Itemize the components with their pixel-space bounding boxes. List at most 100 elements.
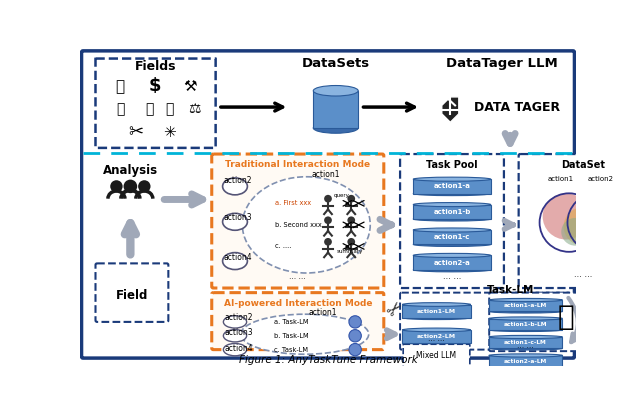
Text: ✂: ✂	[128, 123, 143, 141]
Text: AI-powered Interaction Mode: AI-powered Interaction Mode	[223, 299, 372, 308]
Ellipse shape	[403, 302, 470, 306]
Text: Traditional Interaction Mode: Traditional Interaction Mode	[225, 160, 371, 169]
Text: 🛒: 🛒	[116, 102, 125, 116]
Text: b. Task-LM: b. Task-LM	[274, 333, 308, 339]
Text: action1: action1	[308, 308, 337, 317]
Circle shape	[349, 344, 362, 356]
FancyBboxPatch shape	[489, 293, 593, 351]
Circle shape	[324, 217, 332, 224]
Bar	[413, 179, 491, 194]
Ellipse shape	[489, 354, 563, 357]
Ellipse shape	[489, 298, 563, 302]
Text: action1-a: action1-a	[433, 183, 470, 189]
Ellipse shape	[413, 242, 491, 247]
Text: ... ...: ... ...	[517, 341, 534, 350]
Text: ✳: ✳	[163, 125, 175, 140]
Text: action1-c-LM: action1-c-LM	[504, 340, 547, 345]
Ellipse shape	[223, 253, 248, 270]
Text: 🩺: 🩺	[145, 102, 154, 116]
Circle shape	[348, 217, 355, 224]
Text: action1-c: action1-c	[434, 234, 470, 240]
FancyArrowPatch shape	[568, 298, 579, 342]
Text: DataTager LLM: DataTager LLM	[447, 57, 558, 70]
Text: action4: action4	[223, 253, 252, 262]
Text: action3: action3	[225, 328, 253, 337]
Text: Field: Field	[116, 289, 148, 302]
Circle shape	[348, 195, 355, 203]
Text: Fields: Fields	[134, 60, 176, 73]
Text: action2: action2	[588, 175, 614, 182]
Ellipse shape	[223, 344, 246, 356]
Ellipse shape	[243, 177, 370, 273]
Circle shape	[324, 238, 332, 246]
Text: 🔥: 🔥	[557, 303, 574, 331]
Text: action1: action1	[547, 175, 573, 182]
FancyBboxPatch shape	[212, 293, 384, 350]
Bar	[489, 319, 563, 330]
Ellipse shape	[489, 365, 563, 369]
Text: action2-a: action2-a	[434, 260, 470, 266]
Ellipse shape	[403, 316, 470, 320]
Ellipse shape	[223, 316, 246, 328]
Text: query: query	[334, 193, 350, 198]
Text: 📊: 📊	[116, 79, 125, 94]
Ellipse shape	[489, 328, 563, 332]
Text: Analysis: Analysis	[103, 164, 158, 177]
Text: DATA TAGER: DATA TAGER	[474, 101, 560, 113]
Bar	[489, 300, 563, 312]
Bar	[413, 255, 491, 270]
Circle shape	[577, 193, 623, 240]
Ellipse shape	[223, 330, 246, 342]
Ellipse shape	[413, 217, 491, 221]
Ellipse shape	[413, 192, 491, 196]
Bar	[313, 91, 358, 128]
Text: action1-a-LM: action1-a-LM	[504, 303, 547, 308]
Ellipse shape	[223, 178, 248, 195]
Text: $: $	[149, 77, 161, 95]
Text: ... ...: ... ...	[289, 272, 306, 281]
Text: c. Task-LM: c. Task-LM	[274, 346, 308, 353]
FancyBboxPatch shape	[518, 154, 640, 288]
Ellipse shape	[313, 123, 358, 133]
Bar	[403, 305, 470, 318]
Text: action2-LM: action2-LM	[417, 334, 456, 339]
FancyBboxPatch shape	[400, 154, 504, 288]
Text: b. Second xxx: b. Second xxx	[275, 222, 322, 228]
Text: ... ...: ... ...	[428, 334, 445, 343]
Ellipse shape	[223, 213, 248, 230]
Ellipse shape	[489, 335, 563, 339]
Text: summary: summary	[337, 249, 363, 254]
FancyBboxPatch shape	[95, 58, 216, 148]
FancyBboxPatch shape	[81, 51, 575, 358]
FancyBboxPatch shape	[95, 263, 168, 322]
Ellipse shape	[489, 310, 563, 313]
Text: action2: action2	[223, 176, 252, 185]
Ellipse shape	[413, 177, 491, 181]
Text: action1-b: action1-b	[433, 209, 470, 215]
Circle shape	[138, 180, 150, 192]
Circle shape	[561, 218, 589, 246]
Ellipse shape	[413, 203, 491, 207]
Text: ... ...: ... ...	[574, 270, 592, 279]
Text: Figure 1: AnyTaskTune Framework: Figure 1: AnyTaskTune Framework	[239, 356, 417, 365]
Circle shape	[110, 180, 123, 192]
Text: Task Pool: Task Pool	[426, 160, 478, 170]
Ellipse shape	[489, 317, 563, 320]
Circle shape	[348, 238, 355, 246]
FancyBboxPatch shape	[212, 154, 384, 288]
Text: ⚒: ⚒	[183, 79, 197, 94]
Bar	[489, 337, 563, 349]
Circle shape	[124, 180, 137, 193]
Bar	[489, 356, 563, 367]
Ellipse shape	[413, 268, 491, 272]
Text: action1-LM: action1-LM	[417, 309, 456, 314]
Ellipse shape	[413, 253, 491, 257]
Text: a. Task-LM: a. Task-LM	[274, 319, 308, 325]
Text: action4: action4	[225, 344, 253, 353]
Ellipse shape	[489, 347, 563, 350]
Text: ⚖: ⚖	[188, 102, 201, 116]
Polygon shape	[442, 97, 459, 122]
Circle shape	[324, 195, 332, 203]
Text: Task-LM: Task-LM	[486, 284, 534, 295]
Text: a. First xxx: a. First xxx	[275, 200, 312, 206]
